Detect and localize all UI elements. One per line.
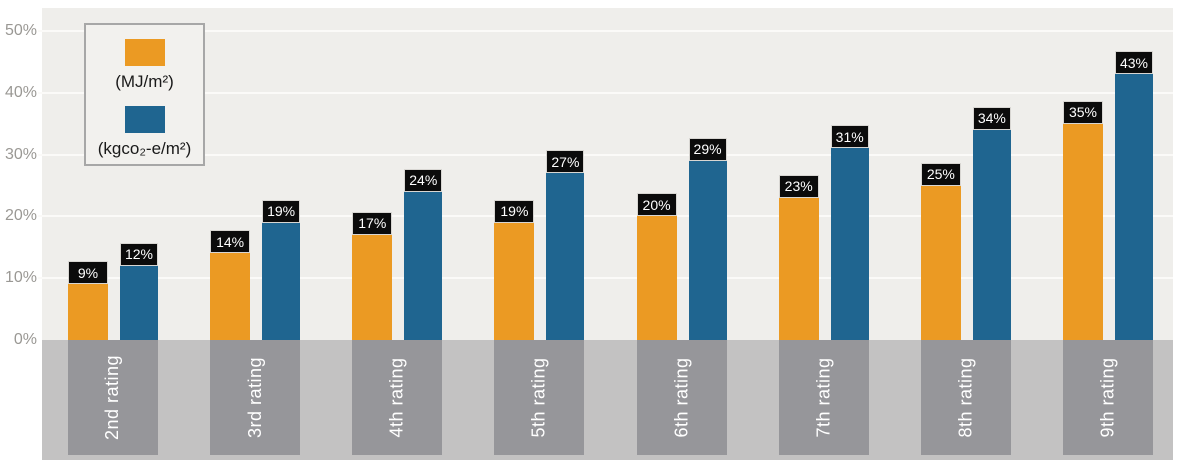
plot-area: (MJ/m²) (kgco₂-e/m²) 9% 12% 14% 19% 17% 24% 19… xyxy=(38,8,1173,340)
bar-value-label: 29% xyxy=(688,137,727,161)
bar-mj xyxy=(210,253,251,340)
y-tick-0: 0% xyxy=(13,331,37,348)
category-column: 5th rating xyxy=(494,340,585,455)
legend-label-mj: (MJ/m²) xyxy=(115,72,174,91)
bar-mj xyxy=(494,222,535,340)
legend-swatch-kgco2e xyxy=(124,106,165,133)
bar-value-label: 25% xyxy=(920,162,961,186)
bar-value-label: 31% xyxy=(830,125,869,149)
category-label: 8th rating xyxy=(955,357,976,438)
category-column: 4th rating xyxy=(352,340,443,455)
category-column: 7th rating xyxy=(778,340,869,455)
category-column: 9th rating xyxy=(1062,340,1153,455)
category-label: 6th rating xyxy=(671,357,692,438)
bar-value-label: 34% xyxy=(972,106,1011,130)
category-column: 8th rating xyxy=(920,340,1011,455)
bar-kgco2e xyxy=(830,148,869,340)
bar-mj xyxy=(68,284,108,340)
legend-swatch-mj xyxy=(124,39,165,66)
bar-mj xyxy=(920,185,961,340)
bar-mj xyxy=(636,216,677,340)
y-tick-30: 30% xyxy=(4,146,37,163)
bar-kgco2e xyxy=(546,173,585,340)
category-label: 2nd rating xyxy=(102,354,123,441)
bar-kgco2e xyxy=(262,222,301,340)
y-tick-20: 20% xyxy=(4,207,37,224)
legend-label-kgco2e: (kgco₂-e/m²) xyxy=(97,139,192,158)
bar-value-label: 23% xyxy=(778,174,819,198)
bar-kgco2e xyxy=(404,191,443,340)
bar-mj xyxy=(1062,123,1103,340)
gridline-30 xyxy=(38,153,1173,156)
category-column: 2nd rating xyxy=(68,340,158,455)
bar-kgco2e xyxy=(972,129,1011,340)
gridline-20 xyxy=(38,215,1173,218)
category-label: 4th rating xyxy=(386,357,407,438)
bar-value-label: 20% xyxy=(636,193,677,217)
legend: (MJ/m²) (kgco₂-e/m²) xyxy=(84,23,205,166)
bar-value-label: 27% xyxy=(546,150,585,174)
y-tick-10: 10% xyxy=(4,269,37,286)
bar-value-label: 14% xyxy=(210,230,251,254)
category-column: 6th rating xyxy=(636,340,727,455)
category-label: 7th rating xyxy=(813,357,834,438)
y-tick-40: 40% xyxy=(4,84,37,101)
bar-mj xyxy=(352,234,393,340)
y-tick-50: 50% xyxy=(4,22,37,39)
gridline-50 xyxy=(38,30,1173,32)
bar-value-label: 12% xyxy=(120,242,158,266)
bar-mj xyxy=(778,197,819,340)
bar-value-label: 17% xyxy=(352,211,393,235)
category-column: 3rd rating xyxy=(210,340,301,455)
bar-value-label: 19% xyxy=(262,199,301,223)
bar-kgco2e xyxy=(1114,74,1153,340)
bar-value-label: 35% xyxy=(1062,100,1103,124)
bar-kgco2e xyxy=(120,265,158,340)
bar-value-label: 19% xyxy=(494,199,535,223)
bar-value-label: 24% xyxy=(404,168,443,192)
bar-value-label: 9% xyxy=(68,261,108,285)
bar-value-label: 43% xyxy=(1114,51,1153,75)
category-band: 2nd rating 3rd rating 4th rating 5th rating… xyxy=(42,340,1173,460)
gridline-10 xyxy=(38,277,1173,280)
category-label: 9th rating xyxy=(1097,357,1118,438)
bar-kgco2e xyxy=(688,160,727,340)
gridline-40 xyxy=(38,91,1173,94)
category-label: 3rd rating xyxy=(244,356,265,439)
category-label: 5th rating xyxy=(528,357,549,438)
